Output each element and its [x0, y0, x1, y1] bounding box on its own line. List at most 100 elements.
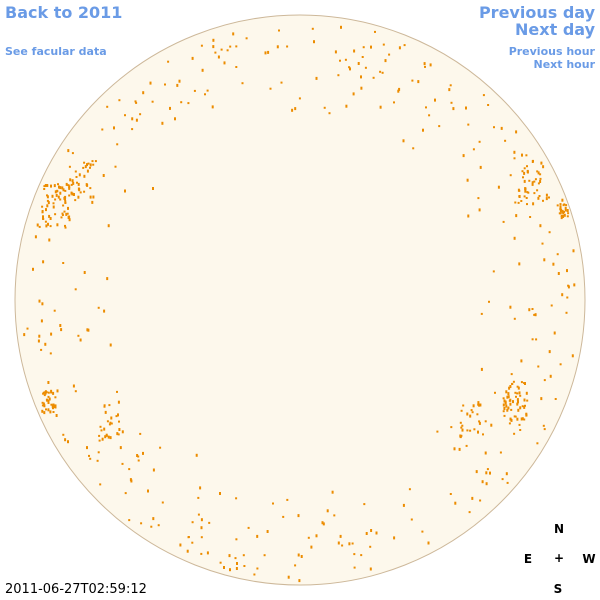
facular-point [563, 213, 566, 217]
facular-point [490, 423, 493, 427]
facular-point [517, 408, 520, 412]
facular-point [234, 557, 237, 560]
next-day-link[interactable]: Next day [515, 20, 595, 39]
facular-point [557, 272, 560, 275]
facular-point [363, 503, 366, 506]
facular-point [370, 45, 372, 49]
facular-point [461, 428, 464, 432]
compass-east: E [523, 552, 533, 566]
previous-hour-link[interactable]: Previous hour [508, 45, 595, 58]
facular-point [77, 334, 80, 337]
facular-point [136, 454, 139, 457]
next-hour-link[interactable]: Next hour [533, 58, 596, 71]
facular-point [219, 492, 221, 495]
facular-point [323, 106, 326, 109]
facular-point [427, 541, 430, 545]
facular-point [424, 65, 426, 68]
facular-point [89, 163, 92, 167]
facular-point [472, 404, 475, 408]
back-to-year-link[interactable]: Back to 2011 [5, 3, 123, 22]
facular-point [469, 414, 472, 418]
facular-point [362, 46, 365, 49]
facular-point [57, 195, 60, 199]
facular-point [64, 195, 67, 199]
facular-point [48, 214, 51, 218]
facular-point [124, 189, 126, 193]
facular-point [331, 490, 334, 494]
facular-point [47, 222, 49, 226]
facular-point [351, 542, 354, 545]
facular-point [507, 395, 510, 399]
facular-point [460, 434, 463, 437]
facular-point [135, 118, 138, 122]
facular-point [180, 101, 183, 104]
facular-point [264, 51, 267, 55]
facular-point [178, 79, 181, 83]
facular-point [561, 293, 564, 297]
facular-point [44, 220, 47, 223]
facular-point [174, 117, 176, 121]
facular-point [61, 214, 64, 216]
facular-point [398, 46, 401, 50]
facular-point [537, 171, 540, 175]
facular-point [47, 395, 50, 398]
facular-point [86, 446, 88, 450]
facular-point [88, 454, 90, 457]
facular-point [152, 468, 155, 472]
facular-point [68, 165, 71, 168]
facular-point [47, 399, 50, 403]
facular-point [507, 392, 510, 396]
facular-point [520, 417, 523, 421]
facular-point [479, 403, 482, 407]
facular-point [72, 384, 75, 388]
facular-point [103, 309, 106, 313]
facular-point [43, 411, 46, 415]
facular-point [229, 568, 231, 572]
facular-point [109, 436, 112, 440]
facular-point [42, 260, 45, 264]
facular-point [503, 407, 506, 410]
facular-point [64, 438, 67, 442]
facular-point [99, 483, 102, 486]
facular-point [531, 308, 534, 310]
facular-point [61, 212, 64, 215]
facular-point [159, 446, 162, 449]
facular-point [167, 60, 170, 63]
facular-point [562, 204, 565, 207]
facular-point [541, 242, 544, 245]
facular-point [485, 471, 488, 475]
facular-point [566, 209, 569, 212]
facular-point [86, 169, 89, 173]
facular-point [523, 171, 526, 175]
facular-point [204, 93, 206, 96]
facular-point [379, 105, 382, 109]
facular-point [531, 181, 534, 184]
facular-point [197, 513, 200, 516]
facular-point [229, 45, 232, 48]
facular-point [191, 56, 194, 60]
facular-point [559, 207, 562, 211]
facular-point [502, 403, 505, 407]
facular-point [191, 541, 194, 544]
facular-point [86, 328, 89, 332]
facular-point [47, 408, 50, 412]
facular-point [110, 422, 113, 425]
facular-point [521, 417, 524, 421]
facular-point [200, 44, 203, 47]
previous-day-link[interactable]: Previous day [478, 3, 595, 22]
facular-point [572, 249, 575, 253]
facular-point [149, 81, 152, 85]
facular-point [223, 566, 225, 569]
facular-point [152, 517, 155, 521]
facular-point [552, 262, 555, 266]
facular-point [78, 173, 81, 177]
facular-point [63, 210, 66, 213]
facular-data-link[interactable]: See facular data [5, 45, 107, 58]
facular-point [337, 74, 340, 77]
facular-point [514, 391, 517, 394]
facular-point [46, 199, 49, 202]
facular-point [459, 421, 462, 424]
facular-point [539, 177, 542, 180]
facular-point [67, 149, 70, 153]
facular-point [64, 224, 66, 227]
